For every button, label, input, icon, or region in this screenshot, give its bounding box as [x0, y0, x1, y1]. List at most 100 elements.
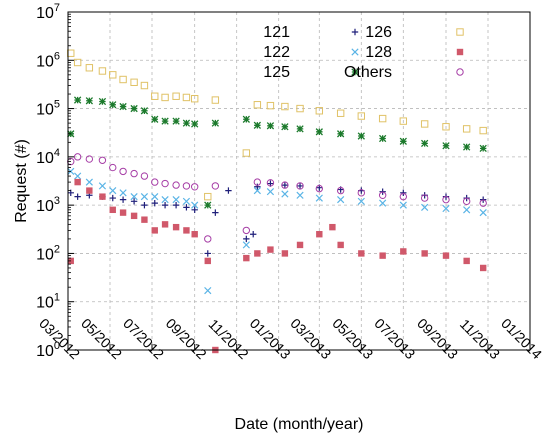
data-point	[130, 193, 138, 201]
data-point	[378, 191, 387, 199]
data-point	[99, 193, 106, 200]
data-point	[267, 246, 274, 253]
data-point	[172, 92, 180, 100]
data-point	[463, 257, 470, 265]
legend-marker	[456, 68, 464, 76]
data-point	[172, 196, 180, 204]
data-point	[130, 104, 138, 113]
data-point	[140, 172, 149, 180]
data-point	[204, 235, 212, 243]
data-point	[399, 192, 408, 201]
data-point	[462, 197, 471, 206]
series-others	[67, 153, 487, 243]
data-point	[74, 178, 81, 186]
data-point	[296, 182, 304, 190]
data-point	[281, 123, 289, 131]
legend-marker	[351, 28, 359, 36]
x-tick-label: 05/2012	[78, 315, 125, 362]
data-point	[463, 206, 471, 214]
x-tick-label: 03/2013	[287, 315, 334, 362]
data-point	[296, 182, 304, 190]
y-tick-label: 107	[36, 2, 60, 22]
data-point	[281, 181, 289, 189]
x-tick-label: 09/2012	[163, 315, 210, 362]
data-point	[130, 78, 138, 87]
data-point	[243, 254, 250, 262]
data-point	[462, 125, 471, 133]
data-point	[119, 196, 127, 203]
data-point	[191, 206, 198, 214]
legend-marker	[351, 68, 359, 76]
data-point	[172, 223, 180, 231]
data-point	[399, 117, 408, 125]
data-point	[141, 216, 148, 223]
y-tick-label: 100	[36, 340, 60, 360]
data-point	[337, 196, 345, 204]
data-point	[161, 179, 169, 188]
data-point	[130, 169, 138, 178]
data-point	[191, 120, 199, 128]
data-point	[98, 67, 107, 75]
data-point	[254, 183, 261, 190]
data-point	[161, 117, 169, 125]
legend-label: 125	[263, 64, 290, 81]
data-point	[85, 178, 93, 186]
data-point	[400, 248, 407, 255]
data-point	[140, 193, 149, 201]
data-point	[266, 188, 275, 196]
data-point	[242, 241, 250, 249]
data-point	[378, 134, 387, 143]
data-point	[109, 194, 116, 202]
data-point	[296, 104, 304, 113]
data-point	[119, 189, 127, 197]
grid-lines	[68, 12, 530, 350]
data-point	[442, 195, 450, 204]
x-tick-label: 11/2013	[457, 316, 504, 363]
data-point	[182, 119, 191, 127]
legend-label: 126	[365, 24, 392, 41]
x-tick-label: 01/2014	[498, 315, 545, 362]
legend-marker	[351, 48, 359, 56]
series-125	[67, 96, 487, 209]
data-point	[85, 97, 94, 105]
data-point	[151, 115, 159, 123]
legend: 121 122 125 126 128 Others	[263, 24, 464, 81]
data-point	[250, 231, 257, 238]
data-point	[109, 163, 117, 172]
data-point	[191, 201, 199, 209]
data-point	[140, 81, 149, 90]
data-point	[420, 120, 429, 128]
data-point	[190, 95, 199, 103]
data-point	[182, 182, 191, 190]
data-point	[212, 209, 219, 216]
data-point	[151, 92, 159, 100]
data-point	[336, 109, 345, 117]
data-point	[85, 155, 94, 163]
data-point	[357, 132, 365, 140]
data-point	[109, 186, 117, 195]
data-point	[253, 101, 262, 109]
y-tick-label: 101	[36, 292, 60, 312]
data-point	[98, 156, 107, 164]
data-point	[315, 128, 323, 136]
data-point	[151, 199, 158, 207]
data-point	[442, 123, 450, 131]
data-point	[336, 186, 345, 195]
legend-marker	[456, 48, 464, 56]
data-point	[336, 130, 345, 138]
data-point	[151, 227, 158, 234]
data-point	[98, 97, 107, 106]
plot-frame	[67, 11, 531, 351]
data-point	[242, 115, 250, 123]
data-point	[296, 241, 304, 249]
axes: 10010110210310410510610703/201205/201207…	[36, 2, 545, 362]
data-point	[119, 102, 127, 111]
data-point	[119, 75, 127, 84]
data-point	[191, 231, 198, 238]
data-point	[357, 112, 366, 120]
data-point	[266, 122, 275, 130]
series-122	[67, 167, 487, 295]
data-point	[109, 101, 117, 109]
data-point	[357, 197, 365, 205]
data-point	[281, 250, 289, 257]
